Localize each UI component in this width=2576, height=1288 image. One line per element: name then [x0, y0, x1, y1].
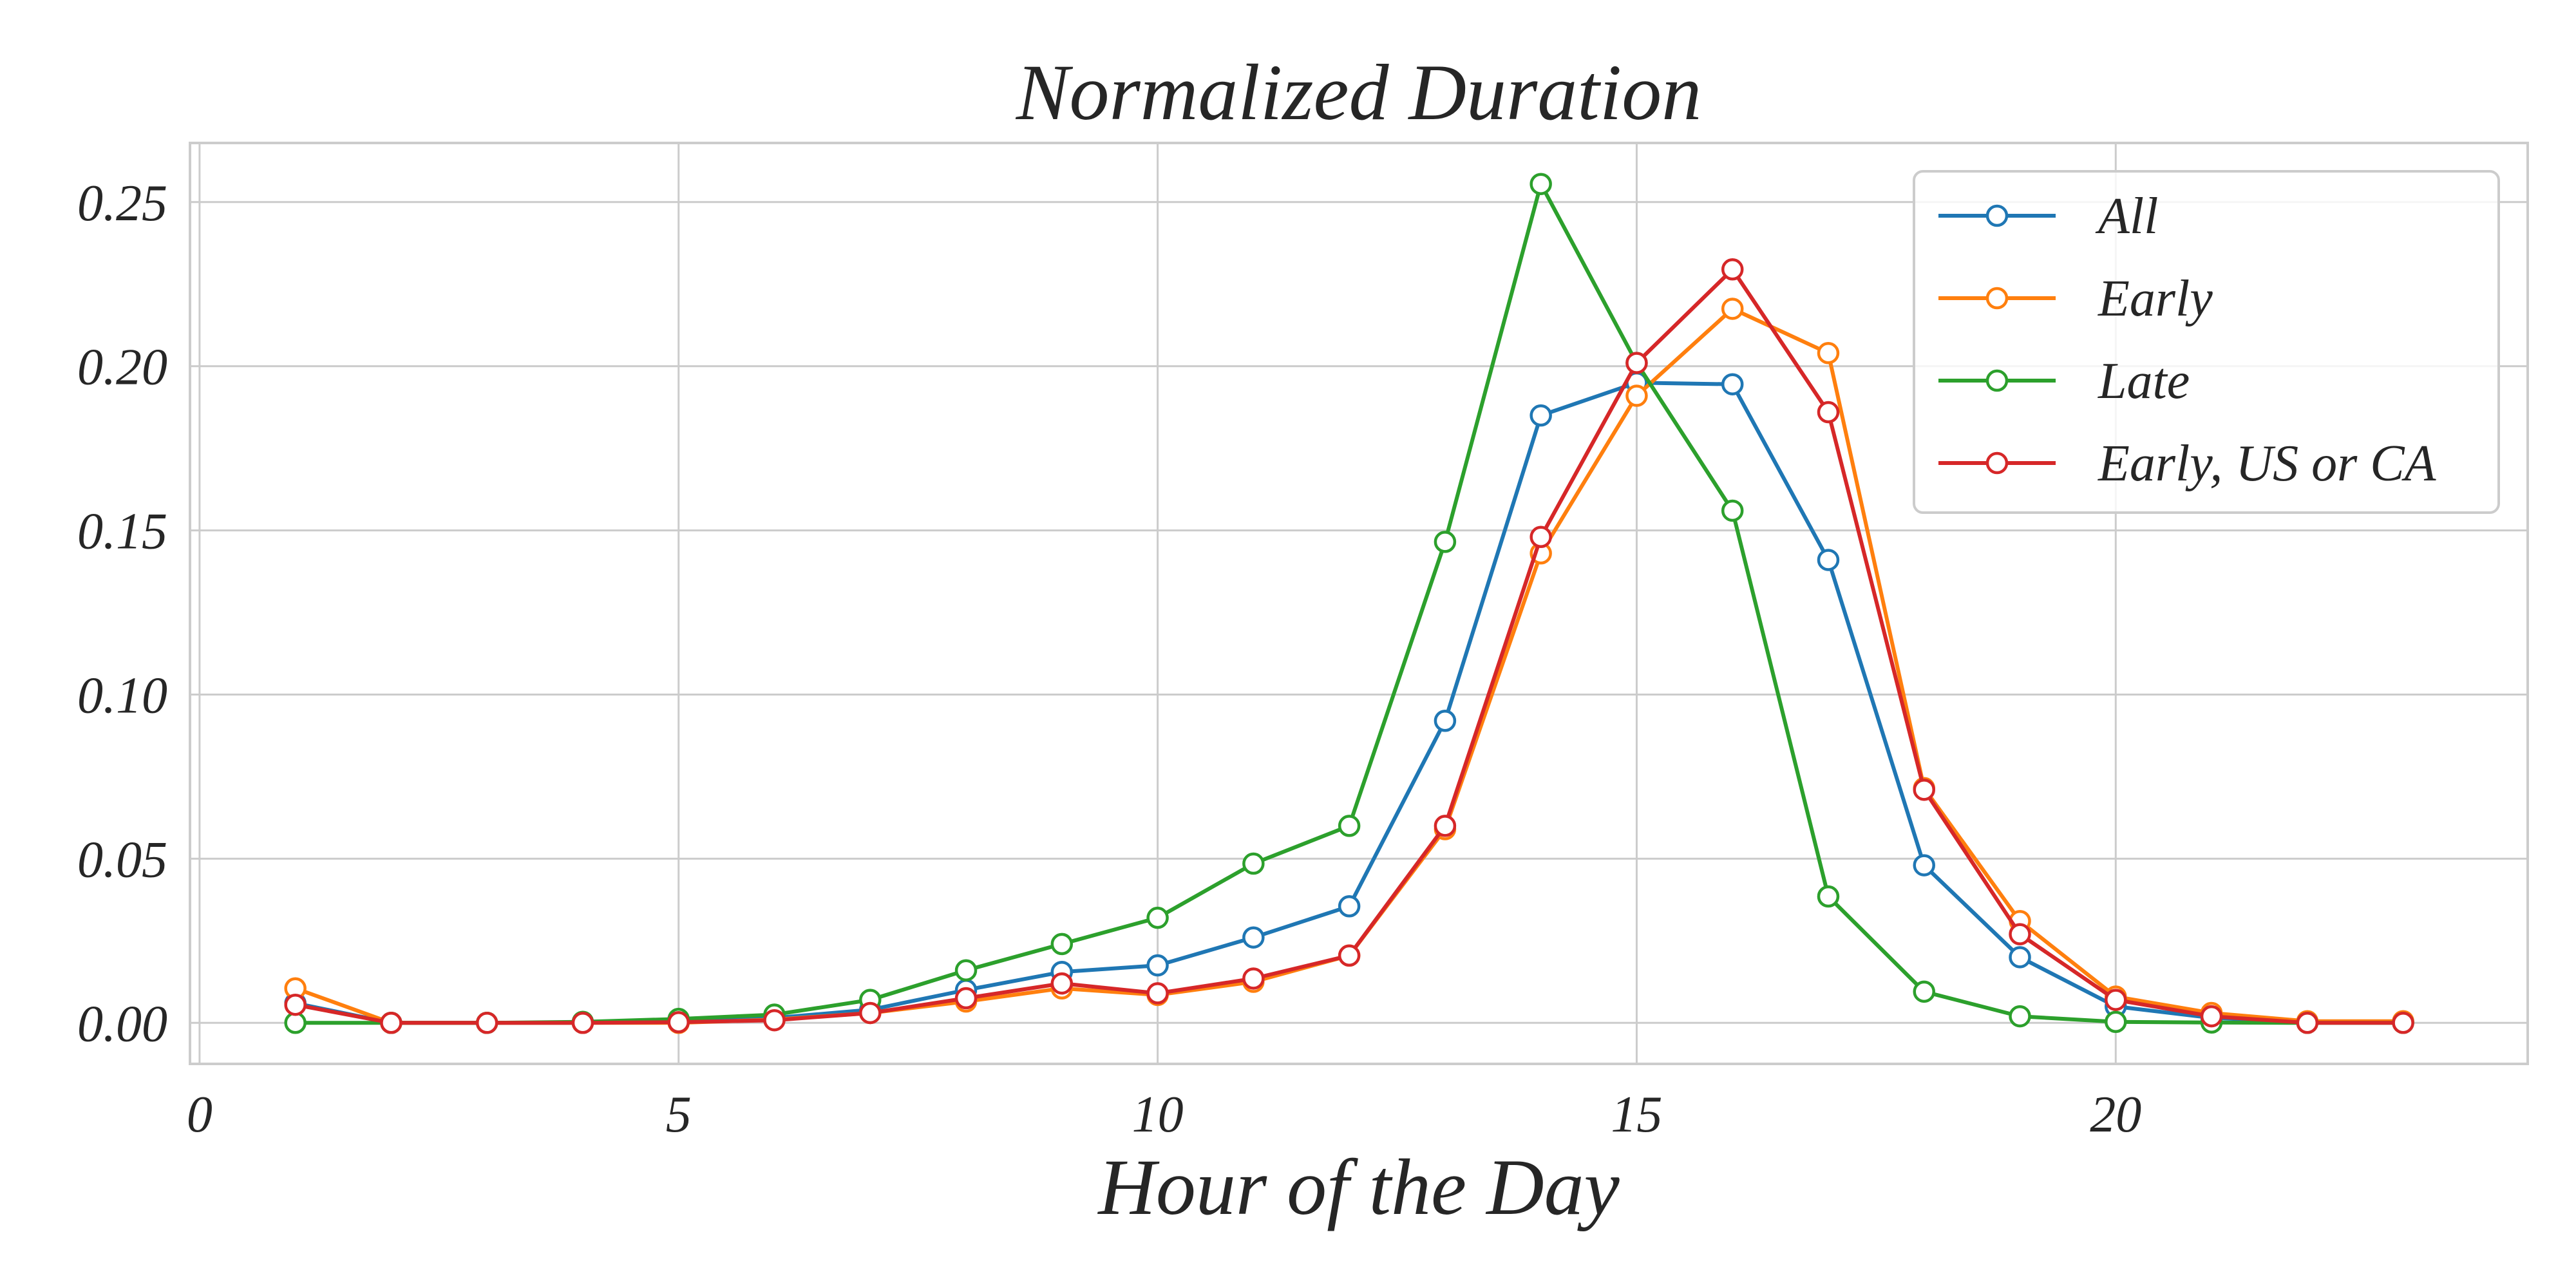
legend-marker — [1985, 204, 2009, 227]
legend-marker — [1985, 451, 2009, 475]
data-point-early-us-or-ca — [954, 987, 978, 1010]
data-point-late — [954, 959, 978, 981]
legend-label: Late — [2098, 353, 2190, 410]
data-point-early-us-or-ca — [859, 1001, 882, 1025]
data-point-all — [1338, 895, 1361, 918]
data-point-early-us-or-ca — [1913, 779, 1935, 801]
legend-label: Early, US or CA — [2098, 435, 2437, 492]
legend-label: Early — [2098, 270, 2213, 327]
x-tick-label: 15 — [1611, 1086, 1662, 1143]
data-point-all — [1242, 926, 1265, 949]
data-point-late — [2009, 1005, 2031, 1028]
data-point-late — [1817, 885, 1840, 908]
data-point-early — [1721, 298, 1744, 320]
data-point-all — [1530, 404, 1552, 427]
y-tick-label: 0.05 — [77, 831, 167, 888]
data-point-late — [284, 1012, 307, 1034]
data-point-early-us-or-ca — [1434, 815, 1457, 837]
data-point-early-us-or-ca — [1817, 401, 1840, 424]
data-point-early-us-or-ca — [1530, 526, 1552, 549]
data-point-early-us-or-ca — [1721, 258, 1744, 281]
data-point-all — [1434, 710, 1457, 732]
data-point-early-us-or-ca — [284, 993, 307, 1016]
x-tick-label: 0 — [187, 1086, 213, 1143]
y-tick-label: 0.00 — [77, 996, 167, 1052]
data-point-all — [1721, 373, 1744, 395]
data-point-late — [2105, 1010, 2127, 1033]
data-point-late — [1338, 815, 1361, 837]
legend-item-all: All — [1938, 188, 2158, 245]
data-point-all — [2009, 946, 2031, 969]
x-tick-label: 20 — [2090, 1086, 2141, 1143]
data-point-early-us-or-ca — [2105, 989, 2127, 1011]
data-point-late — [1913, 980, 1935, 1003]
legend-marker — [1985, 369, 2009, 392]
legend-item-early: Early — [1938, 270, 2213, 327]
data-point-early-us-or-ca — [667, 1011, 690, 1034]
y-tick-label: 0.20 — [77, 339, 167, 396]
data-point-early-us-or-ca — [2009, 923, 2031, 945]
tick-labels: 0 5 10 15 20 0.00 0.05 0.10 0.15 0.20 0.25 — [77, 175, 2141, 1143]
data-point-all — [1817, 549, 1840, 571]
data-point-early-us-or-ca — [1242, 967, 1265, 990]
series-early-us-or-ca — [284, 258, 2414, 1034]
data-point-late — [1434, 531, 1457, 553]
legend-label: All — [2095, 188, 2158, 245]
x-tick-label: 10 — [1132, 1086, 1184, 1143]
legend-item-late: Late — [1938, 353, 2190, 410]
data-point-early-us-or-ca — [1338, 944, 1361, 967]
data-point-late — [1530, 173, 1552, 195]
data-point-early-us-or-ca — [1146, 982, 1169, 1005]
data-point-late — [1721, 499, 1744, 522]
data-point-early-us-or-ca — [380, 1012, 402, 1034]
y-tick-label: 0.10 — [77, 667, 167, 724]
legend-item-early-us-or-ca: Early, US or CA — [1938, 435, 2437, 492]
data-point-late — [1146, 906, 1169, 929]
data-point-late — [1242, 852, 1265, 875]
plot-frame — [189, 142, 2529, 1065]
data-point-late — [1050, 933, 1074, 956]
series-layer — [284, 173, 2414, 1034]
legend-marker — [1985, 287, 2009, 310]
data-point-early-us-or-ca — [2200, 1005, 2223, 1028]
legend: All Early Late Early, US or CA — [1913, 170, 2500, 514]
y-tick-label: 0.15 — [77, 504, 167, 560]
chart-title: Normalized Duration — [1016, 48, 1701, 137]
legend-box — [1913, 170, 2500, 514]
x-axis-label: Hour of the Day — [1097, 1143, 1620, 1231]
x-tick-label: 5 — [666, 1086, 692, 1143]
data-point-all — [1913, 854, 1935, 876]
data-point-early-us-or-ca — [475, 1012, 498, 1034]
data-point-early — [1625, 384, 1648, 407]
data-point-early-us-or-ca — [1050, 972, 1074, 995]
data-point-early-us-or-ca — [2296, 1012, 2319, 1034]
data-point-early-us-or-ca — [571, 1012, 594, 1034]
data-point-early-us-or-ca — [763, 1009, 786, 1032]
data-point-early-us-or-ca — [2392, 1012, 2414, 1034]
data-point-early-us-or-ca — [1625, 352, 1648, 374]
data-point-all — [1146, 954, 1169, 977]
data-point-early — [1817, 342, 1840, 365]
y-tick-label: 0.25 — [77, 175, 167, 232]
